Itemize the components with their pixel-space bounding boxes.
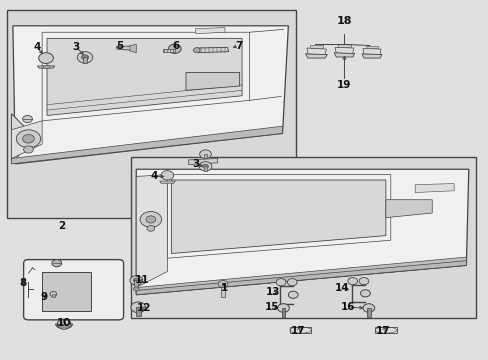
Bar [203, 166, 207, 171]
Circle shape [50, 292, 57, 297]
Circle shape [202, 164, 208, 168]
Bar [43, 65, 49, 68]
Polygon shape [306, 48, 326, 54]
Text: 6: 6 [172, 41, 180, 50]
Polygon shape [37, 66, 55, 68]
Bar [162, 49, 174, 51]
Polygon shape [47, 39, 242, 116]
Text: 8: 8 [20, 278, 27, 288]
Polygon shape [414, 184, 453, 193]
Text: 3: 3 [192, 159, 199, 169]
Text: 13: 13 [265, 287, 280, 297]
Text: 5: 5 [116, 41, 123, 50]
Polygon shape [11, 121, 42, 158]
Circle shape [287, 279, 297, 286]
Circle shape [277, 304, 289, 312]
Text: 7: 7 [234, 41, 242, 50]
Text: 1: 1 [220, 283, 227, 293]
Polygon shape [185, 72, 239, 90]
Text: 10: 10 [57, 319, 71, 328]
Circle shape [218, 280, 227, 288]
Circle shape [168, 44, 181, 53]
FancyBboxPatch shape [23, 260, 123, 320]
Polygon shape [289, 327, 311, 333]
Polygon shape [130, 44, 136, 53]
Text: 4: 4 [150, 171, 158, 181]
Polygon shape [305, 54, 327, 58]
Text: 4: 4 [34, 42, 41, 52]
Polygon shape [136, 257, 466, 295]
Polygon shape [13, 26, 288, 164]
Polygon shape [361, 54, 381, 58]
Polygon shape [188, 158, 217, 165]
Polygon shape [136, 261, 466, 295]
Polygon shape [334, 47, 353, 53]
Polygon shape [362, 48, 380, 54]
Circle shape [140, 212, 161, 227]
Circle shape [347, 278, 357, 285]
Text: 15: 15 [264, 302, 279, 312]
Polygon shape [196, 47, 228, 53]
Text: 2: 2 [58, 221, 65, 231]
Bar [83, 57, 87, 63]
Polygon shape [374, 327, 396, 333]
Text: 16: 16 [341, 302, 355, 312]
Polygon shape [11, 114, 35, 164]
Bar [203, 154, 207, 158]
Circle shape [199, 162, 211, 171]
Polygon shape [385, 200, 431, 218]
Circle shape [161, 171, 173, 180]
Bar [281, 308, 285, 317]
Circle shape [362, 304, 374, 312]
Circle shape [147, 226, 155, 231]
Text: 17: 17 [375, 325, 390, 336]
Circle shape [130, 276, 142, 285]
Text: 19: 19 [337, 80, 351, 90]
Bar [365, 45, 377, 48]
Circle shape [360, 290, 369, 297]
Text: 9: 9 [40, 292, 47, 302]
Circle shape [16, 130, 41, 148]
Circle shape [77, 51, 93, 63]
Circle shape [52, 260, 61, 267]
Polygon shape [159, 181, 175, 183]
Polygon shape [195, 28, 224, 34]
Circle shape [146, 216, 156, 223]
Bar [52, 294, 55, 297]
Polygon shape [117, 46, 131, 50]
Circle shape [276, 279, 285, 286]
Bar [337, 44, 350, 47]
Circle shape [22, 116, 32, 123]
Bar [310, 45, 322, 48]
Text: 17: 17 [290, 325, 305, 336]
Text: 18: 18 [336, 17, 351, 27]
Circle shape [133, 278, 139, 283]
Polygon shape [136, 169, 468, 295]
Circle shape [131, 302, 145, 313]
Bar [131, 157, 475, 318]
Text: 11: 11 [135, 275, 149, 285]
Text: 12: 12 [137, 303, 151, 314]
Polygon shape [333, 53, 354, 57]
Circle shape [133, 287, 139, 291]
Polygon shape [11, 126, 282, 164]
Bar [221, 286, 224, 297]
Circle shape [22, 134, 34, 143]
Bar [42, 272, 91, 311]
Circle shape [39, 53, 53, 63]
Text: 3: 3 [73, 42, 80, 52]
Circle shape [193, 48, 200, 53]
Bar [6, 10, 295, 218]
Circle shape [23, 146, 33, 153]
Circle shape [199, 150, 211, 158]
Circle shape [81, 55, 88, 60]
Text: 14: 14 [334, 283, 348, 293]
Polygon shape [171, 180, 385, 253]
Polygon shape [136, 175, 167, 288]
Circle shape [358, 278, 368, 285]
Bar [136, 307, 141, 316]
Bar [366, 308, 370, 317]
Bar [134, 280, 138, 288]
Circle shape [288, 291, 298, 298]
